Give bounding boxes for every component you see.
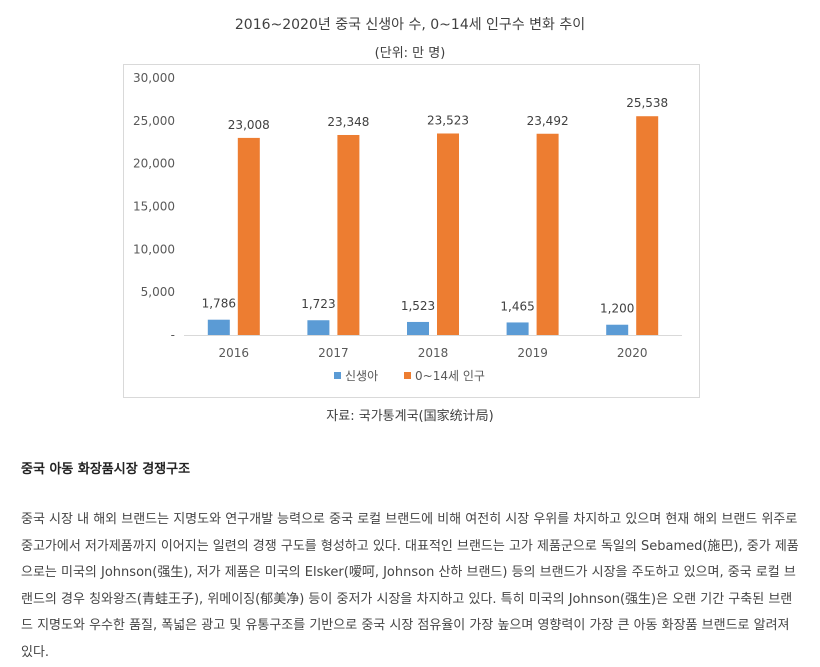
data-label-children-0-14: 23,348 xyxy=(327,115,369,129)
y-tick-label: 10,000 xyxy=(133,242,175,256)
data-label-newborns: 1,723 xyxy=(301,297,335,311)
y-tick-label: 25,000 xyxy=(133,114,175,128)
data-label-children-0-14: 23,008 xyxy=(228,118,270,132)
bar-children-0-14 xyxy=(337,134,360,335)
bar-newborns xyxy=(606,324,629,335)
x-tick-label: 2018 xyxy=(418,346,449,360)
bar-children-0-14 xyxy=(536,133,559,335)
y-tick-label: 20,000 xyxy=(133,157,175,171)
data-label-newborns: 1,200 xyxy=(600,302,634,316)
x-tick-label: 2020 xyxy=(617,346,648,360)
bar-newborns xyxy=(407,321,429,335)
x-tick-label: 2016 xyxy=(219,346,250,360)
legend-swatch-children-0-14 xyxy=(404,372,411,379)
chart-frame: - 5,000 10,000 15,000 20,000 25,000 30,000 1,78… xyxy=(123,64,700,398)
chart-subtitle: (단위: 만 명) xyxy=(374,46,446,61)
data-label-children-0-14: 23,492 xyxy=(527,114,569,128)
bar-children-0-14 xyxy=(237,137,260,335)
data-label-newborns: 1,523 xyxy=(401,299,435,313)
article-body: 중국 시장 내 해외 브랜드는 지명도와 연구개발 능력으로 중국 로컬 브랜드… xyxy=(21,512,799,660)
y-tick-label: - xyxy=(171,328,175,342)
y-tick-label: 30,000 xyxy=(133,71,175,85)
legend-label-children-0-14: 0~14세 인구 xyxy=(415,369,485,383)
chart-source: 자료: 국가통계국(国家统计局) xyxy=(326,409,494,424)
bar-newborns xyxy=(307,320,330,335)
x-tick-label: 2017 xyxy=(318,346,349,360)
bar-newborns xyxy=(506,322,529,335)
y-tick-label: 15,000 xyxy=(133,200,175,214)
legend-swatch-newborns xyxy=(334,372,341,379)
y-tick-label: 5,000 xyxy=(141,285,175,299)
data-label-newborns: 1,465 xyxy=(500,299,534,313)
data-label-children-0-14: 25,538 xyxy=(626,96,668,110)
data-label-newborns: 1,786 xyxy=(202,297,236,311)
bar-chart: - 5,000 10,000 15,000 20,000 25,000 30,000 1,78… xyxy=(133,71,682,383)
bar-children-0-14 xyxy=(636,116,659,335)
section-heading: 중국 아동 화장품시장 경쟁구조 xyxy=(21,462,191,477)
bar-newborns xyxy=(207,319,230,335)
data-label-children-0-14: 23,523 xyxy=(427,113,469,127)
chart-title: 2016~2020년 중국 신생아 수, 0~14세 인구수 변화 추이 xyxy=(234,17,586,33)
bar-children-0-14 xyxy=(437,133,459,335)
legend-label-newborns: 신생아 xyxy=(345,369,378,383)
x-tick-label: 2019 xyxy=(517,346,548,360)
